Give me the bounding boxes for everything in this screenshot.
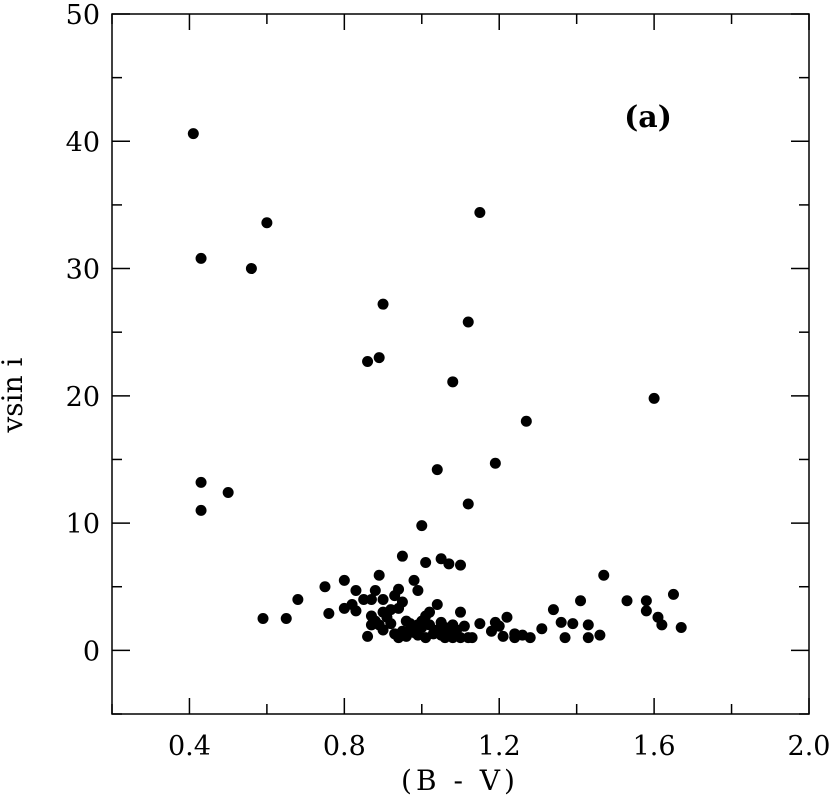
- data-point: [594, 629, 606, 641]
- data-point: [455, 632, 466, 644]
- data-point: [474, 207, 486, 219]
- x-tick-label: 0.4: [168, 731, 211, 762]
- data-point: [458, 620, 470, 632]
- data-point: [462, 316, 474, 328]
- data-point: [466, 632, 478, 644]
- data-point: [292, 593, 304, 605]
- data-point: [656, 619, 668, 631]
- data-point: [393, 583, 405, 595]
- data-point: [675, 621, 687, 633]
- x-tick-label: 0.8: [323, 731, 366, 762]
- data-point: [195, 252, 207, 264]
- data-points: [187, 128, 687, 644]
- data-point: [497, 630, 509, 642]
- data-point: [377, 593, 389, 605]
- data-point: [424, 619, 436, 631]
- data-point: [455, 606, 466, 618]
- data-point: [582, 619, 594, 631]
- x-tick-label: 1.6: [633, 731, 676, 762]
- y-tick-label: 30: [66, 255, 100, 286]
- data-point: [245, 263, 257, 275]
- data-point: [261, 217, 273, 229]
- data-point: [582, 632, 594, 644]
- data-point: [462, 498, 474, 510]
- data-point: [323, 607, 335, 619]
- data-point: [408, 574, 420, 586]
- x-axis-title: (B - V): [401, 764, 519, 797]
- axis-tick-labels: 0.4 0.8 1.2 1.6 2.0 0 10 20 30 40 50: [66, 0, 830, 762]
- data-point: [489, 457, 501, 469]
- x-tick-label: 1.2: [478, 731, 521, 762]
- data-point: [493, 620, 505, 632]
- data-point: [520, 415, 532, 427]
- data-point: [338, 574, 350, 586]
- y-axis-title: vsin i: [0, 357, 29, 433]
- data-point: [567, 618, 579, 630]
- data-point: [524, 632, 536, 644]
- data-point: [431, 464, 443, 476]
- y-tick-label: 40: [66, 127, 100, 158]
- panel-annotation: (a): [624, 100, 672, 135]
- data-point: [424, 606, 436, 618]
- x-tick-label: 2.0: [788, 731, 830, 762]
- data-point: [559, 632, 571, 644]
- data-point: [435, 553, 447, 565]
- data-point: [195, 504, 207, 516]
- axis-ticks: [111, 13, 810, 715]
- data-point: [667, 588, 679, 600]
- data-point: [648, 392, 660, 404]
- data-point: [621, 595, 633, 607]
- data-point: [362, 630, 374, 642]
- data-point: [358, 593, 370, 605]
- data-point: [369, 585, 381, 597]
- data-point: [416, 520, 428, 532]
- data-point: [547, 604, 559, 616]
- data-point: [373, 352, 385, 364]
- data-point: [385, 618, 397, 630]
- data-point: [350, 585, 362, 597]
- data-point: [222, 487, 234, 499]
- data-point: [396, 550, 408, 562]
- data-point: [447, 376, 459, 388]
- data-point: [431, 599, 443, 611]
- data-point: [377, 624, 389, 636]
- data-point: [474, 618, 486, 630]
- data-point: [373, 569, 385, 581]
- data-point: [555, 616, 567, 628]
- data-point: [575, 595, 587, 607]
- data-point: [412, 585, 424, 597]
- data-point: [501, 611, 513, 623]
- data-point: [455, 559, 466, 571]
- data-point: [443, 558, 455, 570]
- data-point: [187, 128, 199, 140]
- data-point: [350, 605, 362, 617]
- y-tick-label: 10: [66, 509, 100, 540]
- plot-frame: [111, 13, 810, 715]
- data-point: [640, 605, 652, 617]
- y-tick-label: 50: [66, 0, 100, 31]
- data-point: [280, 613, 292, 625]
- data-point: [536, 623, 548, 635]
- data-point: [365, 593, 377, 605]
- y-tick-label: 0: [83, 636, 100, 667]
- data-point: [598, 569, 610, 581]
- data-point: [319, 581, 331, 593]
- data-point: [362, 355, 374, 367]
- y-tick-label: 20: [66, 382, 100, 413]
- data-point: [640, 595, 652, 607]
- data-point: [195, 476, 207, 488]
- data-point: [485, 625, 497, 637]
- data-point: [396, 596, 408, 608]
- data-point: [420, 557, 432, 569]
- data-point: [377, 298, 389, 310]
- data-point: [257, 613, 269, 625]
